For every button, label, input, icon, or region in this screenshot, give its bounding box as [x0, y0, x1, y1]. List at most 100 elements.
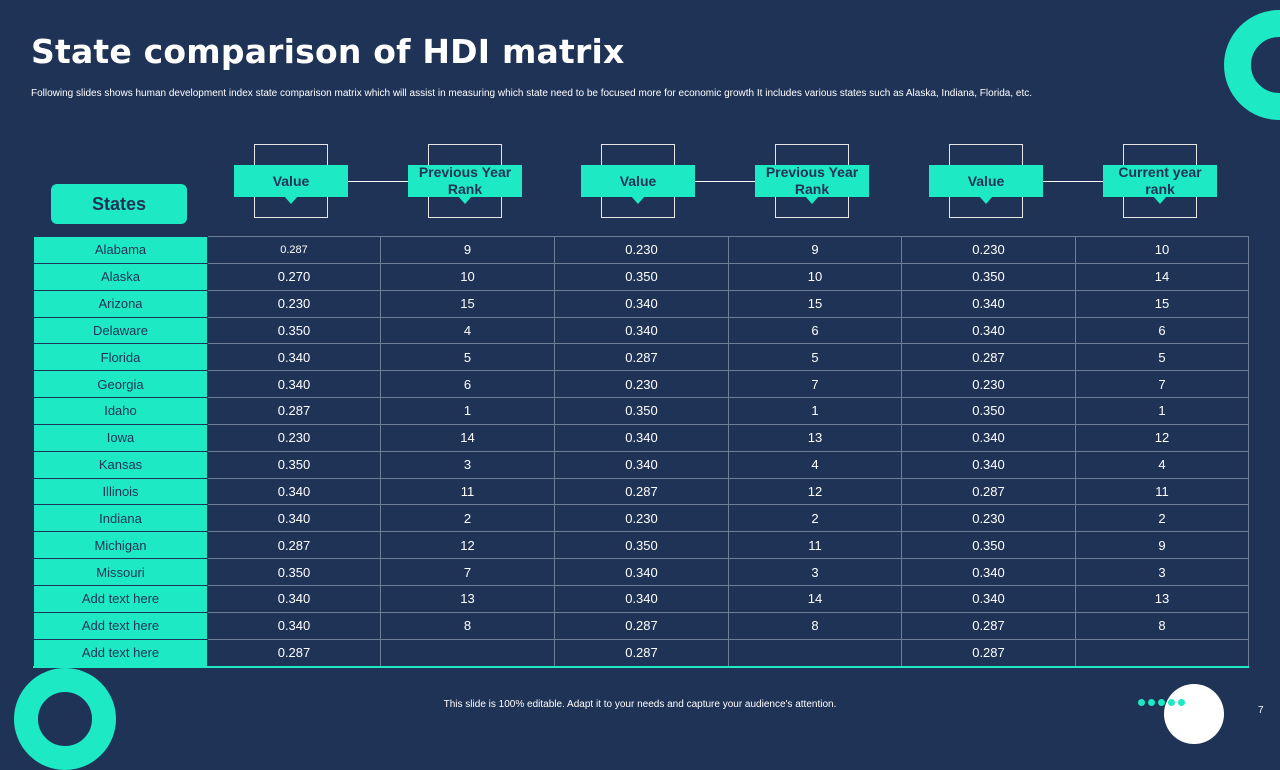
- state-name-cell: Idaho: [33, 397, 208, 425]
- table-cell: 0.340: [554, 450, 729, 479]
- table-cell: 14: [1075, 262, 1249, 291]
- state-name-cell: Add text here: [33, 584, 208, 613]
- states-header: States: [51, 184, 187, 224]
- table-cell: 0.287: [901, 343, 1076, 372]
- table-row: Add text here 0.287 0.287 0.287: [33, 638, 1249, 668]
- table-cell: 4: [728, 450, 902, 479]
- table-cell: 0.350: [901, 397, 1076, 425]
- table-cell: 11: [1075, 477, 1249, 506]
- table-cell: 10: [728, 262, 902, 291]
- table-cell: 0.350: [554, 531, 729, 560]
- column-header-value-3: Value: [929, 165, 1043, 204]
- table-cell: 0.287: [554, 611, 729, 640]
- table-row: Kansas 0.350 3 0.340 4 0.340 4: [33, 450, 1249, 479]
- table-cell: 0.350: [207, 316, 381, 345]
- column-header-value-2: Value: [581, 165, 695, 204]
- table-cell: 0.340: [207, 504, 381, 533]
- table-cell: 1: [728, 397, 902, 425]
- table-cell: 0.340: [207, 477, 381, 506]
- table-cell: 0.340: [207, 370, 381, 399]
- table-cell: 7: [1075, 370, 1249, 399]
- table-cell: 14: [728, 584, 902, 613]
- table-cell: 2: [1075, 504, 1249, 533]
- table-cell: 0.287: [207, 531, 381, 560]
- table-cell: 11: [728, 531, 902, 560]
- table-cell: 5: [1075, 343, 1249, 372]
- table-cell: 12: [728, 477, 902, 506]
- column-header-text: Previous Year Rank: [765, 164, 859, 197]
- hdi-matrix-table: Alabama 0.287 9 0.230 9 0.230 10 Alaska 0.270 10 0…: [33, 236, 1249, 668]
- table-cell: 15: [380, 289, 555, 318]
- table-cell: 0.340: [901, 450, 1076, 479]
- table-cell: 13: [380, 584, 555, 613]
- table-row: Missouri 0.350 7 0.340 3 0.340 3: [33, 558, 1249, 586]
- table-row: Arizona 0.230 15 0.340 15 0.340 15: [33, 289, 1249, 318]
- table-cell: 0.230: [901, 370, 1076, 399]
- state-name-cell: Delaware: [33, 316, 208, 345]
- table-cell: 1: [1075, 397, 1249, 425]
- table-cell: 0.230: [207, 289, 381, 318]
- table-row: Florida 0.340 5 0.287 5 0.287 5: [33, 343, 1249, 372]
- table-cell: 0.350: [554, 262, 729, 291]
- table-cell: 14: [380, 423, 555, 452]
- table-cell: 9: [1075, 531, 1249, 560]
- decorative-ring-bottom-left: [14, 668, 116, 770]
- table-row: Alabama 0.287 9 0.230 9 0.230 10: [33, 236, 1249, 264]
- table-cell: 0.287: [207, 236, 381, 264]
- table-cell: 0.230: [901, 236, 1076, 264]
- state-name-cell: Georgia: [33, 370, 208, 399]
- table-cell: 0.230: [554, 504, 729, 533]
- page-number: 7: [1258, 705, 1264, 716]
- table-cell: 5: [380, 343, 555, 372]
- state-name-cell: Arizona: [33, 289, 208, 318]
- table-cell: 6: [380, 370, 555, 399]
- table-cell: 0.230: [207, 423, 381, 452]
- state-name-cell: Kansas: [33, 450, 208, 479]
- page-title: State comparison of HDI matrix: [31, 32, 625, 71]
- column-header-previous-rank-1: Previous Year Rank: [408, 164, 522, 204]
- footer-note: This slide is 100% editable. Adapt it to…: [443, 699, 837, 710]
- table-cell: 0.340: [554, 423, 729, 452]
- table-cell: 6: [728, 316, 902, 345]
- table-cell: 5: [728, 343, 902, 372]
- state-name-cell: Add text here: [33, 611, 208, 640]
- table-cell: 0.287: [901, 638, 1076, 668]
- table-row: Alaska 0.270 10 0.350 10 0.350 14: [33, 262, 1249, 291]
- table-cell: 3: [380, 450, 555, 479]
- table-cell: 2: [728, 504, 902, 533]
- table-cell: 0.287: [554, 477, 729, 506]
- table-cell: [1075, 638, 1249, 668]
- table-cell: 0.340: [901, 558, 1076, 586]
- table-cell: 3: [728, 558, 902, 586]
- table-cell: 1: [380, 397, 555, 425]
- table-cell: 0.350: [207, 450, 381, 479]
- table-cell: 12: [380, 531, 555, 560]
- table-cell: 0.230: [901, 504, 1076, 533]
- column-header-text: Current year rank: [1118, 164, 1202, 197]
- table-cell: 0.287: [554, 638, 729, 668]
- table-cell: 0.340: [901, 584, 1076, 613]
- table-cell: 9: [728, 236, 902, 264]
- table-cell: 0.340: [554, 558, 729, 586]
- table-cell: 0.287: [901, 611, 1076, 640]
- decorative-half-circle: [1164, 684, 1224, 744]
- state-name-cell: Illinois: [33, 477, 208, 506]
- table-row: Idaho 0.287 1 0.350 1 0.350 1: [33, 397, 1249, 425]
- state-name-cell: Missouri: [33, 558, 208, 586]
- table-cell: 12: [1075, 423, 1249, 452]
- table-cell: 0.287: [901, 477, 1076, 506]
- state-name-cell: Alaska: [33, 262, 208, 291]
- column-header-previous-rank-2: Previous Year Rank: [755, 164, 869, 204]
- table-cell: 0.287: [207, 638, 381, 668]
- table-cell: 7: [380, 558, 555, 586]
- table-cell: 0.350: [207, 558, 381, 586]
- table-cell: 10: [1075, 236, 1249, 264]
- table-cell: 0.340: [207, 584, 381, 613]
- table-cell: 9: [380, 236, 555, 264]
- table-cell: 0.350: [554, 397, 729, 425]
- table-cell: 2: [380, 504, 555, 533]
- table-row: Iowa 0.230 14 0.340 13 0.340 12: [33, 423, 1249, 452]
- table-cell: 0.287: [207, 397, 381, 425]
- table-cell: 8: [380, 611, 555, 640]
- header-connector: [347, 181, 408, 182]
